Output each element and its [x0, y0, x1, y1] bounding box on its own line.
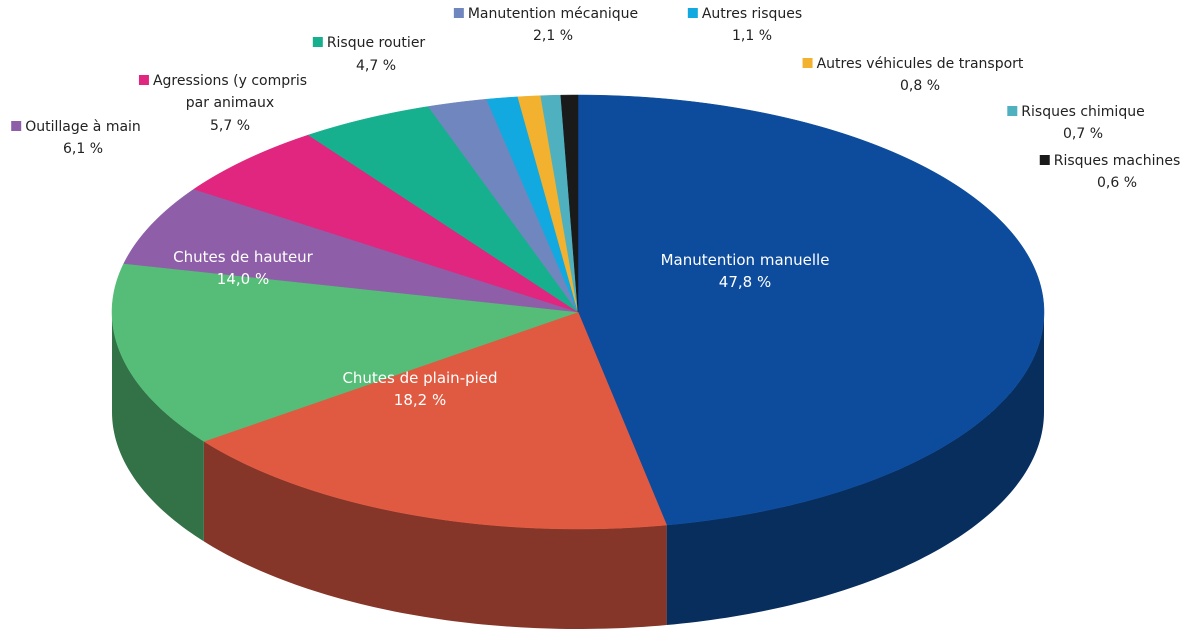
label-line: par animaux	[186, 95, 274, 111]
slice-label: Manutention mécanique	[468, 6, 638, 22]
slice	[560, 94, 579, 313]
legend-swatch	[1007, 106, 1018, 116]
value-label: 14,0 %	[217, 270, 269, 288]
label-line: Agressions (y compris	[153, 73, 307, 89]
value-label: 2,1 %	[533, 28, 573, 44]
slice	[111, 263, 579, 442]
value-label: 0,6 %	[1097, 175, 1137, 191]
slice	[203, 311, 667, 530]
value-label: 47,8 %	[719, 273, 771, 291]
slice	[427, 98, 579, 313]
slice-label: Manutention manuelle	[661, 251, 830, 269]
legend-swatch	[453, 8, 464, 18]
slice-side	[203, 441, 667, 629]
slice-label: Outillage à main	[25, 119, 141, 135]
slice-label: Chutes de hauteur	[173, 248, 314, 266]
legend-swatch	[138, 75, 149, 85]
value-label: 4,7 %	[356, 58, 396, 74]
slice-side	[666, 312, 1044, 626]
legend-swatch	[11, 121, 22, 131]
slice-label: Agressions (y compris par animaux	[153, 73, 307, 111]
slice-side	[112, 312, 204, 542]
legend-swatch	[687, 8, 698, 18]
slice	[193, 134, 579, 313]
legend-swatch	[802, 58, 813, 68]
slice-label: Risques chimique	[1021, 104, 1144, 120]
slice-label: Autres véhicules de transport	[817, 56, 1024, 72]
legend-swatch	[1039, 155, 1050, 165]
slice-label: Risques machines	[1054, 153, 1181, 169]
legend-swatch	[312, 37, 323, 47]
value-label: 1,1 %	[732, 28, 772, 44]
value-label: 6,1 %	[63, 141, 103, 157]
slice-label: Risque routier	[327, 35, 426, 51]
slice	[123, 188, 579, 313]
slice	[307, 106, 579, 313]
value-label: 5,7 %	[210, 118, 250, 134]
slice-label: Chutes de plain-pied	[342, 369, 497, 387]
slice	[577, 94, 1045, 526]
slice	[486, 96, 579, 313]
value-label: 0,8 %	[900, 78, 940, 94]
value-label: 0,7 %	[1063, 126, 1103, 142]
value-label: 18,2 %	[394, 391, 446, 409]
slice-label: Autres risques	[702, 6, 802, 22]
